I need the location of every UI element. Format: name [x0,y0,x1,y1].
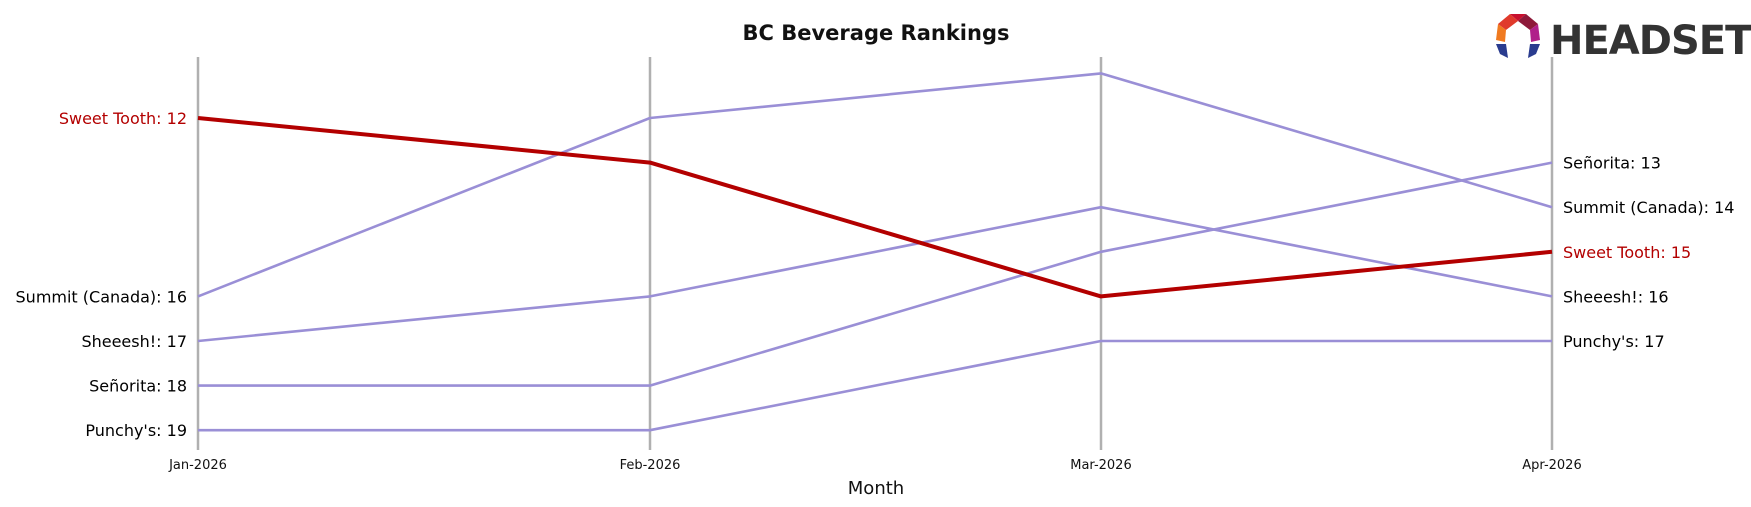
end-labels: Summit (Canada): 16 Summit (Canada): 14 Sh… [16,109,1735,440]
series-end-label-se-orita: Señorita: 13 [1563,154,1661,173]
x-tick-label: Mar-2026 [1070,458,1131,473]
series-line-se-orita [198,161,1553,387]
series-start-label-punchy-s: Punchy's: 19 [85,421,187,440]
series-start-label-se-orita: Señorita: 18 [89,377,187,396]
x-axis-ticks: Jan-2026 Feb-2026 Mar-2026 Apr-2026 [168,458,1582,473]
x-axis-label: Month [848,478,904,499]
series-line-sheeesh [197,205,1553,343]
series-end-label-sweet-tooth: Sweet Tooth: 15 [1563,243,1691,262]
series-line-summit-canada [197,72,1553,298]
x-tick-label: Feb-2026 [620,458,681,473]
series-end-label-punchy-s: Punchy's: 17 [1563,332,1665,351]
headset-logo-text: HEADSET [1550,18,1751,64]
chart-title: BC Beverage Rankings [743,21,1010,45]
series-start-label-sheeesh: Sheeesh!: 17 [81,332,187,351]
series-start-label-summit-canada: Summit (Canada): 16 [16,287,187,306]
series-end-label-summit-canada: Summit (Canada): 14 [1563,198,1734,217]
x-tick-label: Apr-2026 [1522,458,1581,473]
gridlines [196,57,1554,450]
series-line-punchy-s [198,339,1552,432]
series-start-label-sweet-tooth: Sweet Tooth: 12 [59,109,187,128]
series-end-label-sheeesh: Sheeesh!: 16 [1563,287,1669,306]
headset-logo: HEADSET [1496,14,1751,64]
series-lines [197,72,1553,432]
x-tick-label: Jan-2026 [168,458,227,473]
headset-logo-icon [1496,14,1540,58]
series-line-sweet-tooth [197,116,1553,299]
